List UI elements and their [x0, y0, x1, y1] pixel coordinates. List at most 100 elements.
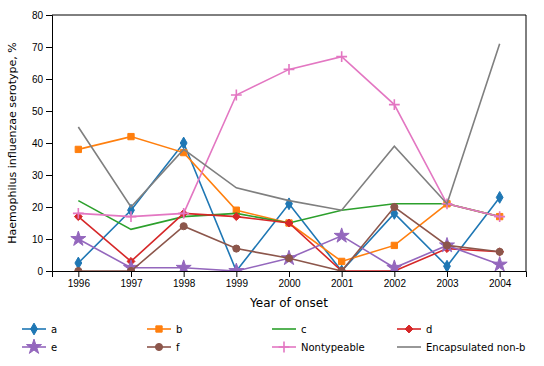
- x-tick-label: 2001: [331, 278, 354, 289]
- legend-label: d: [426, 324, 432, 335]
- legend-swatch: [272, 328, 296, 330]
- x-tick-label: 2000: [278, 278, 301, 289]
- legend-label: c: [301, 324, 307, 335]
- series-marker: [71, 231, 86, 245]
- series-marker: [180, 223, 187, 230]
- x-axis-line: [53, 272, 527, 278]
- y-tick: 60: [32, 74, 52, 85]
- frame: [52, 15, 526, 16]
- x-tick-mark: [447, 271, 448, 277]
- x-tick: 2000: [278, 271, 301, 289]
- series-marker: [284, 64, 295, 75]
- x-tick: 2001: [331, 271, 354, 289]
- y-tick: 30: [32, 170, 52, 181]
- series-marker: [176, 260, 191, 271]
- y-tick: 0: [37, 266, 52, 277]
- y-tick-mark: [46, 79, 52, 80]
- series: [78, 44, 499, 210]
- y-axis-title: Haemophilus influenzae serotype, %: [6, 42, 19, 243]
- legend-entry: d: [397, 324, 432, 335]
- y-tick-mark: [46, 271, 52, 272]
- y-tick-mark: [46, 175, 52, 176]
- marks: [71, 44, 507, 271]
- x-tick-mark: [184, 271, 185, 277]
- x-tick-mark: [500, 271, 501, 277]
- legend-symbol: [405, 325, 413, 333]
- x-tick-mark: [78, 271, 79, 277]
- legend-entry: a: [22, 323, 57, 335]
- series-line: [78, 143, 499, 271]
- y-tick-label: 70: [32, 42, 44, 53]
- legend-entry: e: [22, 339, 57, 353]
- x-tick: 1997: [120, 271, 143, 289]
- y-tick-label: 50: [32, 106, 44, 117]
- y-tick: 10: [32, 234, 52, 245]
- y-axis: 0 10 20 30 40 50 60 70 80: [32, 10, 53, 277]
- series-marker: [338, 267, 345, 271]
- legend-swatch: [397, 346, 421, 348]
- legend-label: a: [51, 324, 57, 335]
- y-tick-label: 10: [32, 234, 44, 245]
- x-tick: 2003: [436, 271, 459, 289]
- series: [71, 228, 507, 271]
- legend-symbol: [279, 342, 290, 353]
- y-tick-label: 30: [32, 170, 44, 181]
- series-marker: [126, 211, 137, 222]
- series-marker: [232, 213, 240, 221]
- x-tick: 1996: [68, 271, 91, 289]
- series-marker: [339, 258, 345, 264]
- series-line: [78, 137, 499, 262]
- y-tick-label: 20: [32, 202, 44, 213]
- series-marker: [286, 220, 292, 226]
- series-marker: [127, 267, 134, 271]
- series-marker: [334, 228, 349, 242]
- plot: 1996199719981999200020012002200320040102…: [6, 10, 527, 310]
- legend-label: Encapsulated non-b: [426, 342, 525, 353]
- y-axis-line: [46, 16, 53, 272]
- series-marker: [443, 242, 450, 249]
- series-marker: [229, 263, 244, 271]
- x-tick: 2004: [489, 271, 512, 289]
- series-marker: [75, 267, 82, 271]
- y-tick-label: 40: [32, 138, 44, 149]
- series-marker: [73, 208, 84, 219]
- x-tick: 1998: [173, 271, 196, 289]
- x-tick: 2002: [384, 271, 407, 289]
- x-tick-label: 2002: [384, 278, 407, 289]
- legend-symbol: [31, 323, 38, 335]
- y-tick-label: 60: [32, 74, 44, 85]
- series-line: [78, 44, 499, 210]
- y-tick-mark: [46, 47, 52, 48]
- series-marker: [338, 265, 345, 271]
- legend-label: e: [51, 342, 57, 353]
- series-marker: [444, 260, 451, 271]
- legend-symbol: [26, 339, 41, 353]
- y-tick: 70: [32, 42, 52, 53]
- legend-entry: Encapsulated non-b: [397, 342, 525, 353]
- y-tick-label: 0: [37, 266, 43, 277]
- legend-label: b: [176, 324, 182, 335]
- series-marker: [389, 99, 400, 110]
- y-tick: 50: [32, 106, 52, 117]
- legend-entry: c: [272, 324, 307, 335]
- legend-label: Nontypeable: [301, 342, 365, 353]
- series-marker: [285, 255, 292, 262]
- x-tick-mark: [131, 271, 132, 277]
- legend-label: f: [176, 342, 180, 353]
- x-tick-label: 1999: [226, 278, 249, 289]
- series-marker: [178, 208, 189, 219]
- y-tick-label: 80: [32, 10, 44, 21]
- chart: 1996199719981999200020012002200320040102…: [0, 0, 544, 366]
- series-marker: [336, 51, 347, 62]
- x-tick-mark: [289, 271, 290, 277]
- series-marker: [391, 242, 397, 248]
- x-tick-mark: [236, 271, 237, 277]
- x-tick-mark: [342, 271, 343, 277]
- x-tick-label: 2004: [489, 278, 512, 289]
- series-marker: [180, 137, 187, 149]
- x-tick-label: 1997: [120, 278, 143, 289]
- x-tick: 1999: [226, 271, 249, 289]
- series-marker: [439, 238, 454, 252]
- series-marker: [496, 248, 503, 255]
- series-marker: [391, 203, 398, 210]
